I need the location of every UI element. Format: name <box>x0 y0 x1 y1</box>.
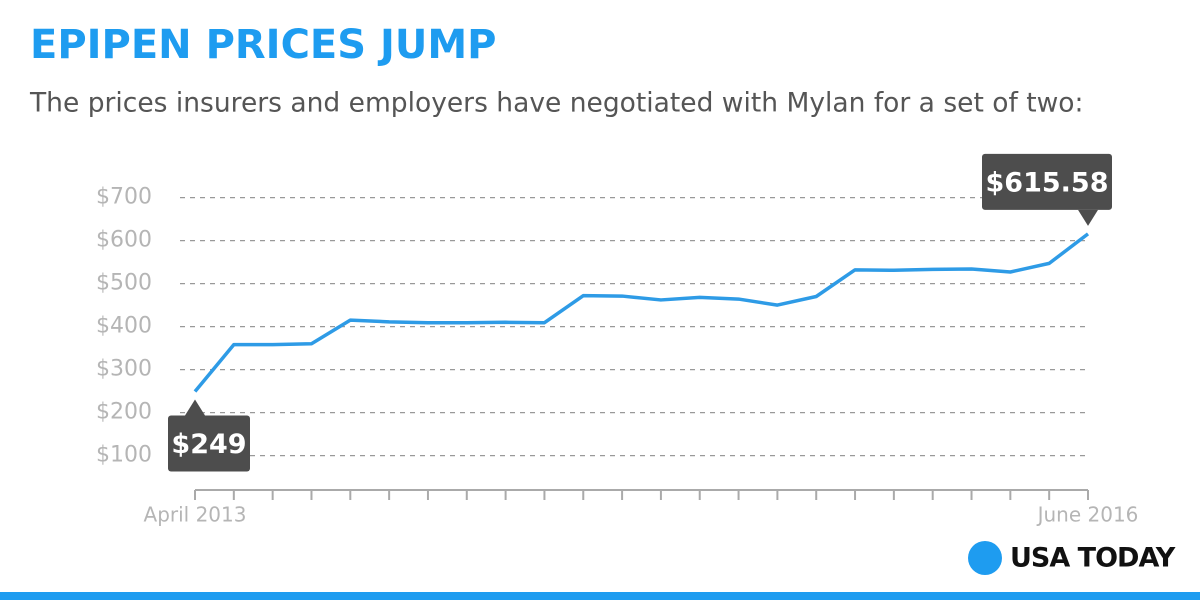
callout-pointer <box>185 399 205 416</box>
x-tick-label: April 2013 <box>144 503 247 527</box>
bottom-strip <box>0 592 1200 600</box>
y-tick-label: $700 <box>96 185 152 210</box>
y-tick-label: $200 <box>96 400 152 425</box>
source-logo: USA TODAY <box>1010 543 1176 574</box>
y-tick-label: $400 <box>96 314 152 339</box>
x-tick-label: June 2016 <box>1036 503 1139 527</box>
callout-pointer <box>1078 209 1098 226</box>
chart-title: EPIPEN PRICES JUMP <box>30 22 496 68</box>
value-label: $249 <box>171 429 246 460</box>
y-tick-label: $600 <box>96 228 152 253</box>
y-tick-label: $500 <box>96 271 152 296</box>
y-tick-label: $100 <box>96 443 152 468</box>
chart-subtitle: The prices insurers and employers have n… <box>29 88 1083 119</box>
callout-box <box>982 153 1112 210</box>
logo-dot <box>968 541 1002 575</box>
y-tick-label: $300 <box>96 357 152 382</box>
line <box>193 232 1090 393</box>
callout-box <box>168 415 250 472</box>
value-label: $615.58 <box>986 167 1109 198</box>
